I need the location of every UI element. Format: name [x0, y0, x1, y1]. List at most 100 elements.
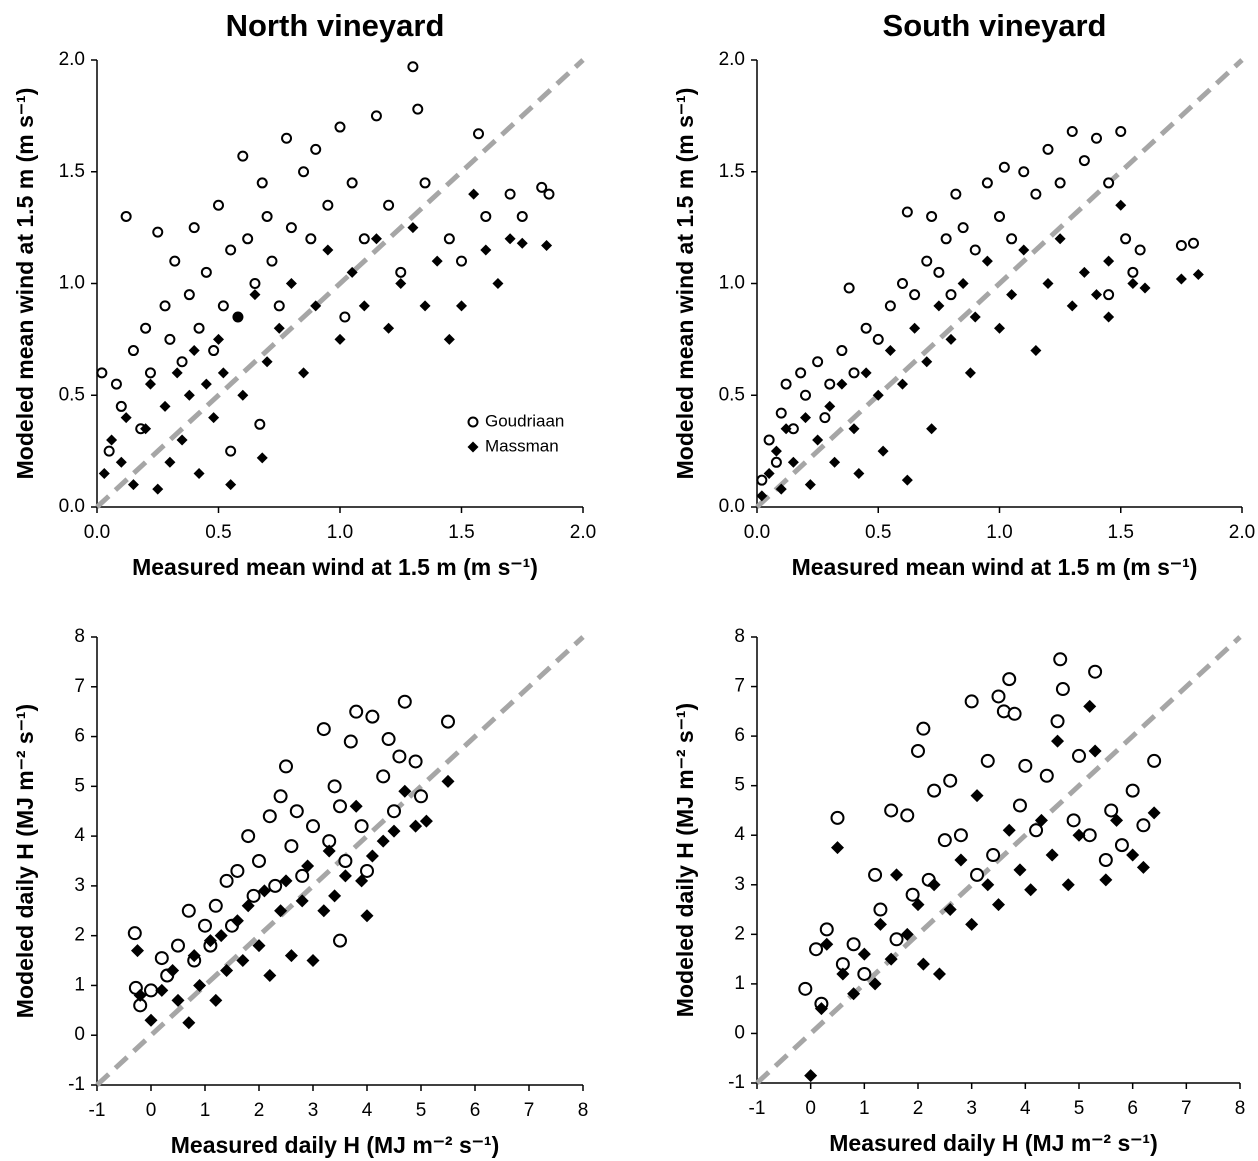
circle-marker: [171, 938, 185, 953]
diamond-marker: [214, 929, 228, 943]
circle-marker: [884, 803, 899, 818]
circle-marker: [1066, 813, 1081, 828]
y-tick-label: 2.0: [719, 49, 745, 70]
circle-marker: [857, 966, 872, 981]
circle-marker: [284, 839, 299, 854]
diamond-marker: [1083, 699, 1097, 713]
diamond-marker: [407, 222, 419, 234]
diamond-marker: [338, 869, 352, 883]
circle-marker: [872, 333, 884, 345]
diamond-marker: [860, 367, 872, 379]
x-tick-label: 4: [1020, 1098, 1031, 1119]
circle-marker: [349, 704, 364, 719]
diamond-marker: [285, 278, 297, 289]
diamond-marker: [965, 917, 979, 931]
legend-marker: [467, 441, 479, 453]
legend-label: Massman: [485, 436, 559, 455]
circle-marker: [873, 902, 888, 917]
circle-marker: [343, 734, 358, 749]
identity-line: [755, 635, 1242, 1085]
diamond-marker: [897, 378, 908, 390]
circle-marker: [338, 854, 353, 868]
circle-marker: [819, 412, 831, 424]
circle-marker: [219, 873, 234, 888]
diamond-marker: [804, 479, 816, 491]
diamond-marker: [419, 300, 431, 312]
y-tick-label: 0.0: [719, 496, 745, 517]
circle-marker: [316, 722, 331, 737]
circle-marker: [819, 922, 834, 937]
diamond-marker: [230, 914, 244, 928]
circle-marker: [868, 867, 883, 882]
x-tick-label: 6: [470, 1100, 481, 1121]
y-tick-label: 1: [734, 973, 745, 994]
diamond-marker: [284, 949, 298, 963]
diamond-marker: [1099, 873, 1113, 887]
diamond-marker: [770, 445, 782, 457]
circle-marker: [412, 103, 424, 115]
circle-marker: [327, 779, 342, 794]
circle-marker: [346, 177, 358, 189]
circle-marker: [775, 407, 787, 419]
circle-marker: [354, 819, 369, 834]
y-tick-label: 1.0: [719, 273, 745, 294]
diamond-marker: [106, 434, 118, 446]
diamond-marker: [1091, 289, 1102, 301]
diamond-marker: [263, 968, 277, 982]
diamond-marker: [166, 964, 180, 978]
circle-marker: [921, 255, 933, 267]
circle-marker: [443, 233, 455, 245]
y-tick-label: 8: [734, 626, 745, 647]
circle-marker: [115, 400, 127, 412]
circle-marker: [339, 311, 351, 323]
diamond-marker: [1018, 244, 1030, 256]
circle-marker: [217, 300, 229, 312]
x-tick-label: 0.0: [84, 522, 110, 543]
diamond-marker: [193, 978, 207, 992]
circle-marker: [480, 210, 492, 222]
y-tick-label: 1.5: [59, 161, 85, 182]
chart-title: South vineyard: [883, 8, 1107, 43]
x-tick-label: 8: [578, 1100, 589, 1121]
circle-marker: [140, 322, 152, 334]
diamond-marker: [1045, 848, 1059, 862]
circle-marker: [909, 289, 921, 301]
diamond-marker: [295, 894, 309, 908]
diamond-marker: [328, 889, 342, 903]
circle-marker: [1039, 768, 1054, 783]
diamond-marker: [310, 300, 322, 312]
diamond-marker: [775, 483, 787, 495]
x-tick-label: 1: [859, 1098, 870, 1119]
circle-marker: [169, 255, 181, 267]
x-tick-label: 7: [1181, 1098, 1192, 1119]
diamond-marker: [868, 977, 882, 991]
circle-marker: [249, 278, 261, 289]
diamond-marker: [208, 412, 220, 424]
circle-marker: [1078, 155, 1090, 167]
y-tick-label: 2: [734, 923, 745, 944]
diamond-marker: [943, 903, 957, 917]
circle-marker: [1002, 672, 1017, 687]
diamond-marker: [1103, 311, 1115, 323]
legend-marker: [467, 416, 479, 428]
diamond-marker: [921, 356, 933, 368]
diamond-marker: [220, 964, 234, 978]
circle-marker: [1115, 126, 1127, 138]
circle-marker: [188, 222, 200, 234]
diamond-marker: [279, 874, 293, 888]
diamond-marker: [492, 278, 504, 289]
circle-marker: [860, 322, 872, 334]
x-tick-label: 0.5: [865, 522, 891, 543]
diamond-marker: [964, 367, 976, 379]
diamond-marker: [1136, 860, 1150, 874]
diamond-marker: [1126, 848, 1140, 862]
x-axis-label: Measured mean wind at 1.5 m (m s⁻¹): [132, 554, 538, 580]
circle-marker: [1175, 240, 1187, 252]
circle-marker: [144, 367, 156, 379]
diamond-marker: [237, 389, 249, 401]
circle-marker: [809, 942, 824, 957]
diamond-marker: [376, 834, 390, 848]
diamond-marker: [257, 884, 271, 898]
diamond-marker: [213, 333, 224, 345]
diamond-marker: [1110, 813, 1124, 827]
